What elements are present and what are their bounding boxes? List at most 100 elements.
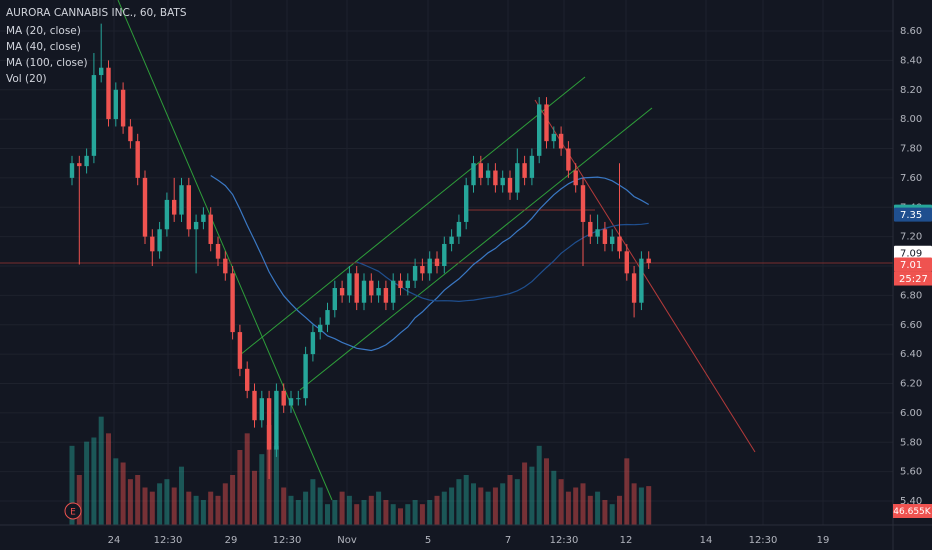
- y-tick-label: 6.00: [900, 408, 922, 419]
- y-tick-label: 8.20: [900, 85, 922, 96]
- volume-bar: [325, 504, 330, 525]
- candle-body: [588, 221, 593, 237]
- volume-bar: [361, 500, 367, 525]
- candle-body: [456, 221, 462, 237]
- candle-body: [602, 229, 608, 244]
- candle-body: [361, 280, 367, 303]
- candle-body: [442, 243, 447, 266]
- price-tag: [894, 257, 932, 272]
- price-tag-label: 7.35: [900, 210, 922, 221]
- countdown-label: 25:27: [899, 274, 928, 285]
- volume-bar: [230, 475, 236, 525]
- moving-average: [356, 222, 649, 303]
- volume-bar: [617, 495, 622, 525]
- volume-bar: [200, 500, 206, 525]
- volume-bar: [113, 458, 119, 525]
- candle-body: [617, 236, 622, 252]
- volume-bar: [529, 466, 535, 525]
- candle-body: [142, 177, 148, 237]
- volume-bar: [390, 504, 396, 525]
- volume-bar: [142, 487, 148, 525]
- volume-bar: [339, 491, 345, 525]
- candle-body: [580, 185, 586, 222]
- volume-bar: [98, 416, 104, 525]
- candle-body: [266, 398, 272, 450]
- candle-body: [164, 199, 170, 230]
- volume-bar: [222, 483, 228, 525]
- candle-body: [193, 221, 199, 230]
- candle-body: [281, 390, 286, 406]
- volume-bar: [427, 500, 433, 525]
- candle-body: [427, 258, 432, 274]
- candle-body: [558, 133, 564, 149]
- y-tick-label: 8.40: [900, 55, 922, 66]
- x-tick-label: 7: [505, 535, 511, 546]
- volume-bar: [514, 479, 520, 525]
- candle-body: [639, 258, 644, 303]
- candle-body: [106, 67, 111, 120]
- candle-body: [624, 251, 629, 274]
- candle-body: [500, 177, 505, 186]
- indicator-label: Vol (20): [6, 73, 47, 85]
- x-tick-label: 12:30: [550, 535, 579, 546]
- volume-bar: [638, 487, 644, 525]
- volume-bar: [84, 441, 90, 525]
- candle-body: [449, 236, 454, 244]
- candle-body: [113, 89, 118, 120]
- candle-body: [398, 280, 403, 289]
- trend-line: [117, 0, 333, 501]
- volume-bar: [354, 504, 360, 525]
- volume-bar: [295, 500, 301, 525]
- candle-body: [201, 214, 206, 222]
- candle-body: [544, 104, 549, 142]
- candle-body: [485, 170, 491, 178]
- volume-bar: [449, 487, 455, 525]
- x-tick-label: 5: [425, 535, 431, 546]
- indicator-label: MA (40, close): [6, 41, 81, 53]
- candle-body: [230, 273, 235, 333]
- y-tick-label: 6.40: [900, 349, 922, 360]
- chart-title: AURORA CANNABIS INC., 60, BATS: [6, 7, 187, 19]
- trend-line: [534, 99, 756, 453]
- volume-bar: [631, 483, 637, 525]
- candle-body: [223, 258, 228, 274]
- candle-body: [69, 163, 75, 178]
- volume-bar: [164, 479, 170, 525]
- price-tag: [894, 245, 932, 260]
- candle-body: [274, 390, 279, 450]
- candle-body: [610, 236, 615, 244]
- volume-bar: [580, 483, 586, 525]
- volume-bar: [317, 487, 323, 525]
- x-tick-label: 24: [108, 535, 121, 546]
- candle-body: [471, 163, 476, 186]
- candle-body: [515, 163, 520, 193]
- earnings-label[interactable]: E: [70, 508, 76, 518]
- volume-bar: [522, 462, 528, 525]
- volume-tag: [893, 504, 932, 518]
- volume-bar: [208, 491, 214, 525]
- volume-bar: [127, 479, 133, 525]
- volume-bar: [76, 475, 82, 525]
- volume-bar: [69, 445, 75, 525]
- y-tick-label: 7.80: [900, 144, 922, 155]
- volume-bar: [456, 479, 462, 525]
- candle-body: [179, 185, 184, 215]
- earnings-circle[interactable]: [64, 502, 82, 520]
- candle-body: [310, 332, 316, 355]
- candle-body: [354, 273, 359, 303]
- x-tick-label: 12:30: [273, 535, 302, 546]
- volume-bar: [587, 495, 593, 525]
- y-tick-label: 7.20: [900, 232, 922, 243]
- volume-bar: [441, 491, 447, 525]
- candle-body: [405, 280, 410, 289]
- y-tick-label: 8.60: [900, 26, 922, 37]
- volume-bar: [471, 483, 476, 525]
- candle-body: [434, 258, 440, 266]
- volume-bar: [310, 479, 316, 525]
- candle-body: [347, 273, 352, 296]
- volume-bar: [565, 491, 571, 525]
- volume-bar: [215, 495, 221, 525]
- earnings-marker[interactable]: E: [64, 502, 82, 520]
- volume-bar: [135, 475, 141, 525]
- price-tag-label: 7.01: [900, 260, 922, 271]
